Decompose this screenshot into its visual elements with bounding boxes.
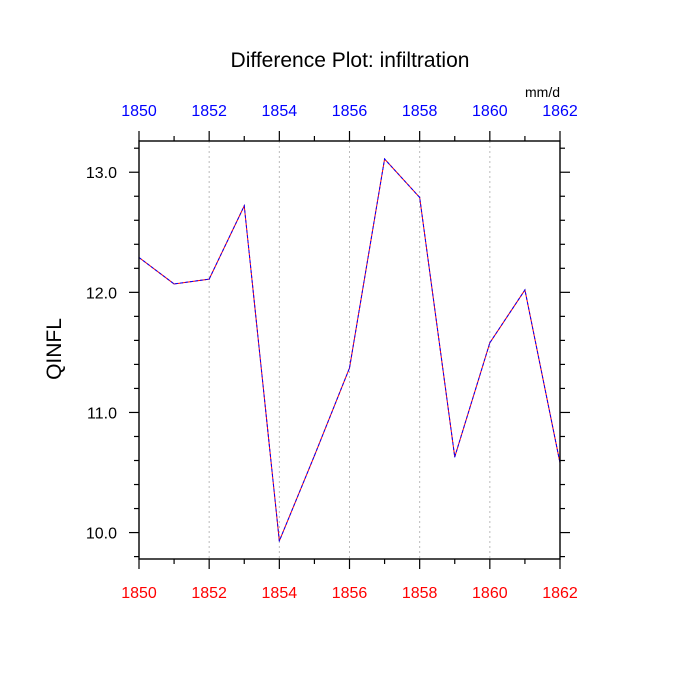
data-point — [419, 196, 421, 199]
label-layer: 1850 1850 1852 1852 1854 1854 1856 1856 1858 1858… — [86, 103, 578, 602]
x-tick-label-top: 1852 — [191, 103, 227, 120]
data-layer — [138, 157, 561, 542]
y-tick-label: 10.0 — [86, 526, 117, 543]
x-tick-label-top: 1858 — [402, 103, 438, 120]
x-tick-label-top: 1860 — [472, 103, 508, 120]
x-tick-label-top: 1850 — [121, 103, 157, 120]
data-point — [313, 455, 316, 457]
x-tick-label-top: 1856 — [332, 103, 368, 120]
y-axis-label: QINFL — [43, 318, 66, 380]
x-tick-label-bottom: 1850 — [121, 585, 157, 602]
y-tick-label: 11.0 — [87, 405, 117, 422]
data-point — [348, 367, 351, 369]
data-point — [208, 278, 210, 280]
data-point — [173, 283, 175, 285]
x-tick-label-bottom: 1856 — [332, 585, 368, 602]
grid-layer — [208, 141, 491, 559]
x-tick-label-top: 1854 — [262, 103, 298, 120]
x-tick-label-bottom: 1862 — [542, 585, 578, 602]
y-tick-label: 12.0 — [86, 285, 117, 302]
data-point — [454, 456, 456, 458]
data-point — [489, 342, 491, 344]
tick-layer — [129, 131, 570, 569]
data-point — [243, 205, 245, 207]
units-label: mm/d — [525, 84, 560, 100]
data-point — [524, 289, 526, 291]
data-point — [278, 540, 280, 542]
x-tick-label-top: 1862 — [542, 103, 578, 120]
data-point — [383, 158, 386, 160]
x-tick-label-bottom: 1852 — [191, 585, 227, 602]
x-tick-label-bottom: 1858 — [402, 585, 438, 602]
chart-title: Difference Plot: infiltration — [231, 49, 470, 72]
x-tick-label-bottom: 1854 — [262, 585, 298, 602]
y-tick-label: 13.0 — [86, 165, 117, 182]
x-tick-label-bottom: 1860 — [472, 585, 508, 602]
